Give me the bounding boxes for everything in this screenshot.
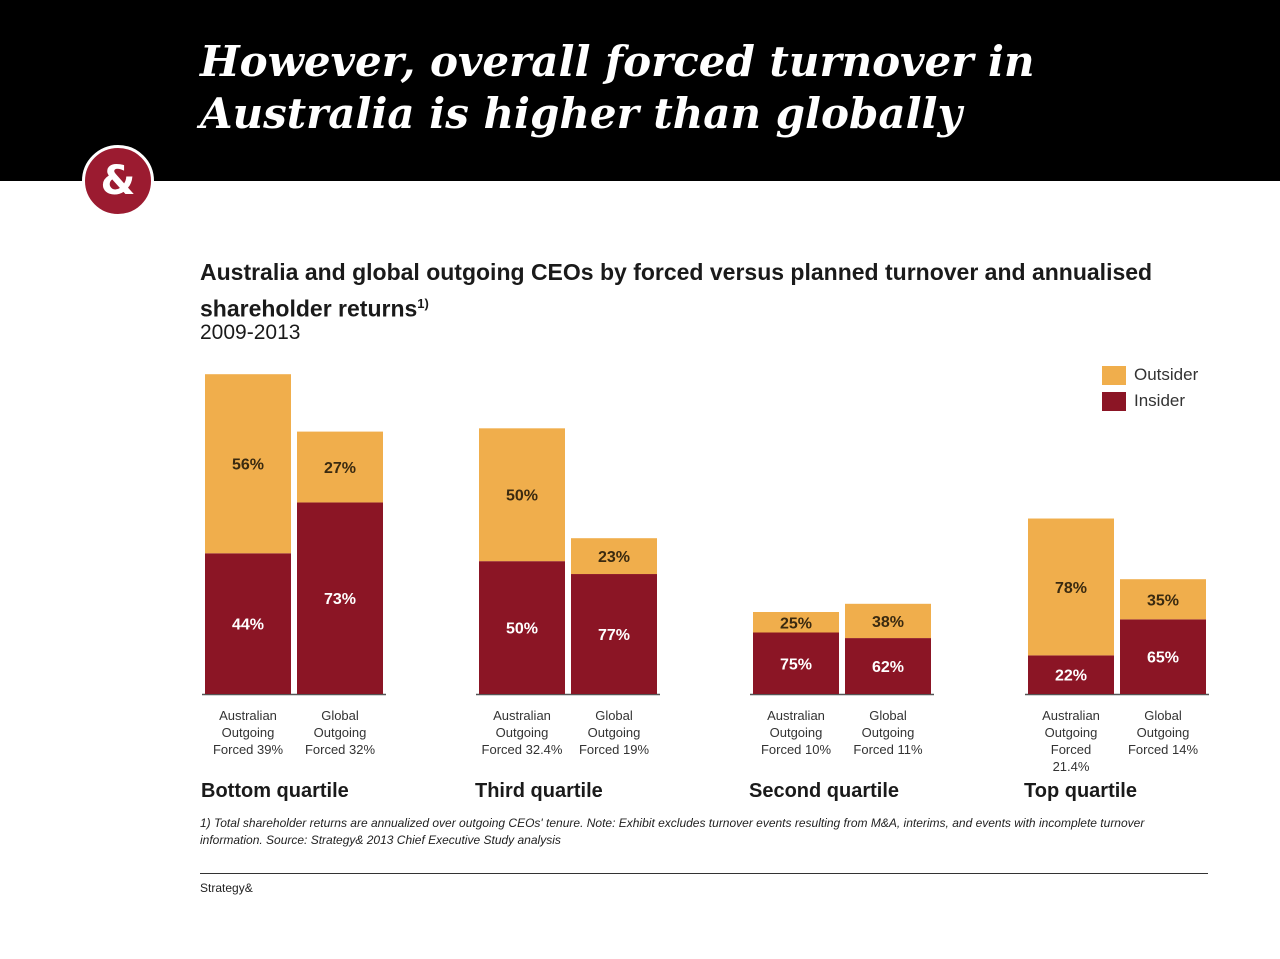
bar-segment-outsider	[753, 612, 839, 633]
bar-category-label: Outgoing	[314, 725, 367, 740]
chart-subtitle: 2009-2013	[200, 321, 301, 344]
legend-label-outsider: Outsider	[1134, 365, 1199, 384]
bar-category-label: Forced 11%	[853, 742, 923, 757]
data-label-insider: 65%	[1147, 650, 1179, 667]
group-label: Top quartile	[1024, 780, 1137, 802]
divider-line	[200, 873, 1208, 874]
stacked-bar-chart: 56% 44% Australian Outgoing Forced 39% 27% 73%…	[201, 374, 1209, 802]
bar-category-label: Australian	[219, 708, 277, 723]
data-label-insider: 75%	[780, 656, 812, 673]
bar-category-label: Australian	[767, 708, 825, 723]
data-label-outsider: 35%	[1147, 592, 1179, 609]
data-label-outsider: 23%	[598, 549, 630, 566]
data-label-outsider: 38%	[872, 614, 904, 631]
footnote: 1) Total shareholder returns are annuali…	[200, 816, 1145, 847]
data-label-outsider: 78%	[1055, 580, 1087, 597]
bar-category-label: Forced 32%	[305, 742, 376, 757]
legend-swatch-outsider	[1102, 365, 1126, 385]
bar-segment-outsider	[205, 374, 291, 554]
bar-segment-outsider	[571, 538, 657, 575]
header-band	[0, 0, 1280, 181]
bar-category-label: Global	[595, 708, 633, 723]
bar-category-label: Forced 32.4%	[482, 742, 563, 757]
chart-title-text: Australia and global outgoing CEOs by fo…	[200, 259, 1153, 322]
data-label-insider: 22%	[1055, 668, 1087, 685]
bar-category-label: Outgoing	[1045, 725, 1098, 740]
bar-category-label: Global	[321, 708, 359, 723]
bar-segment-insider	[1028, 655, 1114, 694]
bar-category-label: Forced 39%	[213, 742, 284, 757]
group-label: Bottom quartile	[201, 780, 349, 802]
bar-segment-insider	[205, 553, 291, 694]
data-label-insider: 44%	[232, 617, 264, 634]
bar-segment-outsider	[297, 431, 383, 503]
legend-item-outsider: Outsider	[1102, 362, 1198, 388]
bar-category-label: Australian	[1042, 708, 1100, 723]
bar-category-label: Australian	[493, 708, 551, 723]
bar-category-label: Forced 19%	[579, 742, 650, 757]
bar-category-label: Outgoing	[222, 725, 275, 740]
bar-segment-insider	[297, 502, 383, 694]
bar-category-label: Outgoing	[588, 725, 641, 740]
data-label-outsider: 56%	[232, 457, 264, 474]
bar-segment-outsider	[845, 603, 931, 639]
chart-title: Australia and global outgoing CEOs by fo…	[200, 257, 1210, 325]
bar-category-label: Global	[1144, 708, 1182, 723]
group-label: Third quartile	[475, 780, 603, 802]
data-label-insider: 62%	[872, 659, 904, 676]
bar-segment-insider	[753, 632, 839, 694]
brand-logo: &	[82, 145, 154, 217]
bar-segment-outsider	[1028, 518, 1114, 656]
data-label-insider: 50%	[506, 621, 538, 638]
data-label-outsider: 50%	[506, 488, 538, 505]
legend-label-insider: Insider	[1134, 391, 1186, 410]
bar-category-label: Outgoing	[496, 725, 549, 740]
legend-item-insider: Insider	[1102, 388, 1198, 414]
bar-category-label: Forced 10%	[761, 742, 832, 757]
bar-category-label: Forced	[1051, 742, 1091, 757]
bar-category-label: Outgoing	[770, 725, 823, 740]
bar-segment-insider	[479, 561, 565, 694]
bar-category-label: Global	[869, 708, 907, 723]
bar-segment-insider	[571, 574, 657, 694]
bar-category-label: Outgoing	[1137, 725, 1190, 740]
bar-segment-outsider	[1120, 579, 1206, 620]
bar-segment-outsider	[479, 428, 565, 562]
data-label-insider: 77%	[598, 627, 630, 644]
bar-segment-insider	[1120, 619, 1206, 694]
data-label-insider: 73%	[324, 591, 356, 608]
bar-segment-insider	[845, 638, 931, 694]
brand-footer: Strategy&	[200, 881, 253, 895]
data-label-outsider: 27%	[324, 460, 356, 477]
bar-category-label: Forced 14%	[1128, 742, 1199, 757]
chart-title-footnote-marker: 1)	[417, 296, 429, 311]
bar-category-label: Outgoing	[862, 725, 915, 740]
bar-category-label: 21.4%	[1053, 759, 1090, 774]
group-label: Second quartile	[749, 780, 899, 802]
slide-title: However, overall forced turnover in Aust…	[200, 37, 1035, 138]
chart-legend: Outsider Insider	[1102, 362, 1198, 414]
legend-swatch-insider	[1102, 391, 1126, 411]
data-label-outsider: 25%	[780, 615, 812, 632]
